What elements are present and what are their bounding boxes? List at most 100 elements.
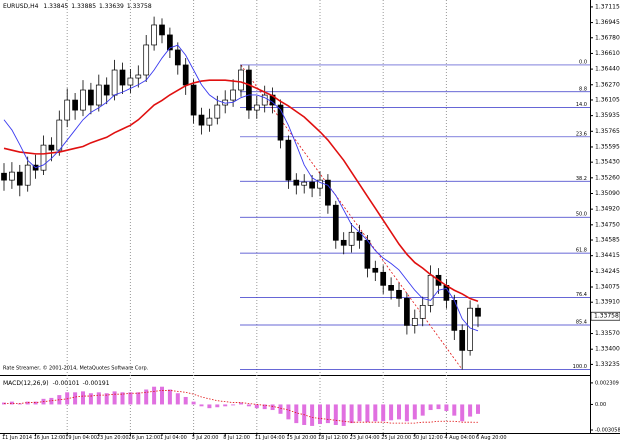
candle-body xyxy=(293,179,300,186)
candle-body xyxy=(95,84,102,106)
macd-y-tick-label: 0.00 xyxy=(595,402,606,408)
candle-body xyxy=(111,69,118,96)
candle-body xyxy=(198,114,205,126)
x-tick-label: 16 Jun 12:00 xyxy=(34,435,66,440)
x-tick-label: 4 Aug 04:00 xyxy=(444,435,475,440)
candle-body xyxy=(340,239,347,246)
x-tick-label: 19 Jun 04:00 xyxy=(65,435,97,440)
macd-bar xyxy=(9,401,14,405)
candle-body xyxy=(64,99,71,121)
fib-level-label: 85.4 xyxy=(576,320,587,326)
macd-bar xyxy=(460,404,465,422)
candle-body xyxy=(190,84,197,116)
candle-body xyxy=(404,297,410,326)
candle-body xyxy=(396,289,402,299)
candle-body xyxy=(1,172,7,181)
macd-bar xyxy=(175,393,180,405)
x-tick-label: 25 Jul 20:00 xyxy=(381,435,411,440)
candle-body xyxy=(9,171,15,181)
candle-body xyxy=(475,307,481,317)
y-tick-label: 1.36440 xyxy=(595,66,620,73)
x-tick-label: 26 Jun 12:00 xyxy=(128,435,160,440)
y-tick-label: 1.34075 xyxy=(595,284,620,291)
macd-title: MACD(12,26,9) xyxy=(3,380,49,387)
y-tick-label: 1.36945 xyxy=(595,19,620,26)
macd-bar xyxy=(452,404,457,416)
y-tick-label: 1.36780 xyxy=(595,34,620,41)
fib-level-label: 38.2 xyxy=(576,176,587,182)
fib-level-label: 0.0 xyxy=(579,59,587,65)
candle-body xyxy=(317,179,323,189)
y-tick-label: 1.36610 xyxy=(595,50,620,57)
macd-bar xyxy=(49,397,54,405)
x-tick-label: 15 Jul 20:00 xyxy=(286,435,316,440)
candle-body xyxy=(159,24,165,36)
fib-level-label: 50.0 xyxy=(576,212,587,218)
macd-bar xyxy=(412,404,417,420)
header-high: 1.33885 xyxy=(71,3,96,10)
header-close: 1.33758 xyxy=(127,3,152,10)
macd-bar xyxy=(88,393,93,405)
candle-body xyxy=(182,64,189,86)
chart-title: EURUSD,H4 xyxy=(3,3,39,10)
candle-body xyxy=(443,285,450,301)
macd-bar xyxy=(65,392,70,405)
macd-bar xyxy=(231,404,236,406)
macd-bar xyxy=(239,402,243,405)
fib-level-label: 76.4 xyxy=(576,292,587,298)
macd-bar xyxy=(17,403,22,405)
candle-body xyxy=(309,181,315,189)
candle-body xyxy=(119,69,126,86)
x-tick-label: 8 Jul 12:00 xyxy=(223,435,250,440)
x-tick-label: 3 Jul 20:00 xyxy=(192,435,219,440)
fib-level-label: 23.6 xyxy=(576,131,587,137)
candle-body xyxy=(325,179,331,206)
candle-body xyxy=(285,139,292,181)
y-tick-label: 1.35430 xyxy=(595,159,620,166)
macd-bar xyxy=(57,395,62,405)
y-tick-label: 1.35090 xyxy=(595,190,620,197)
macd-bar xyxy=(436,404,441,410)
candle-body xyxy=(261,94,268,106)
y-tick-label: 1.33400 xyxy=(595,346,620,353)
macd-bar xyxy=(152,386,157,405)
current-price-label: 1.33758 xyxy=(594,313,619,320)
candle-body xyxy=(80,89,86,111)
candle-body xyxy=(88,89,94,106)
x-tick-label: 23 Jun 20:00 xyxy=(97,435,129,440)
macd-y-tick-label: -0.003058 xyxy=(595,428,620,434)
x-tick-label: 11 Jul 04:00 xyxy=(255,435,285,440)
y-tick-label: 1.34585 xyxy=(595,237,620,244)
macd-bar xyxy=(428,404,433,411)
y-tick-label: 1.35260 xyxy=(595,174,620,181)
macd-bar xyxy=(160,386,164,405)
candle-body xyxy=(467,307,473,351)
fib-level-label: 8.8 xyxy=(579,86,587,92)
candle-body xyxy=(151,24,157,46)
y-tick-label: 1.37115 xyxy=(595,3,620,10)
candle-body xyxy=(372,267,379,273)
candle-body xyxy=(167,34,173,51)
candle-body xyxy=(364,239,371,269)
macd-signal-value: -0.00191 xyxy=(83,380,110,387)
candle-body xyxy=(388,285,394,291)
current-price-box xyxy=(590,311,620,321)
y-tick-label: 1.33910 xyxy=(595,299,620,306)
candle-body xyxy=(16,171,23,186)
macd-bar xyxy=(183,396,188,405)
fib-level-label: 61.8 xyxy=(576,248,587,254)
y-tick-label: 1.35765 xyxy=(595,128,620,135)
header-low: 1.33639 xyxy=(99,3,124,10)
chart-header: EURUSD,H4 1.33845 1.33885 1.33639 1.33758 xyxy=(3,3,152,10)
macd-bar xyxy=(476,404,480,414)
candle-body xyxy=(174,49,181,66)
macd-bar xyxy=(333,404,338,425)
candle-body xyxy=(48,144,55,151)
candle-body xyxy=(135,74,142,79)
candle-body xyxy=(56,119,63,151)
macd-bar xyxy=(404,404,409,422)
candle-body xyxy=(246,69,252,111)
candle-body xyxy=(411,317,418,326)
macd-bar xyxy=(365,404,370,423)
